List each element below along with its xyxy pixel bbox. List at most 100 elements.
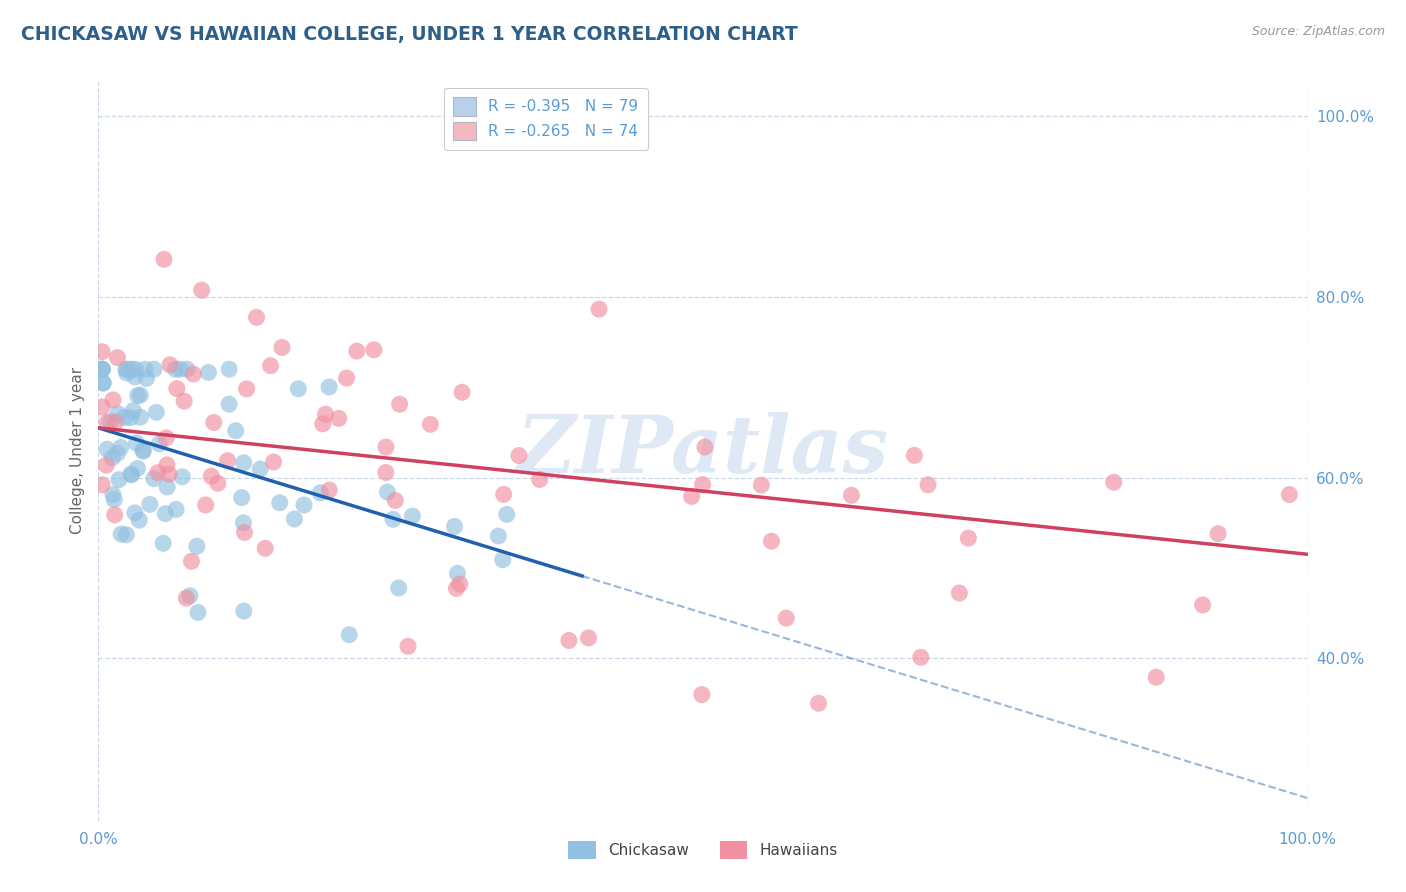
Point (377, 485, 399, 500)
Point (903, 449, 925, 463)
Point (396, 640, 419, 654)
Point (446, 582, 468, 596)
Point (384, 493, 406, 508)
Point (91, 400, 114, 414)
Point (194, 498, 217, 512)
Point (165, 362, 187, 376)
Point (91, 362, 114, 376)
Point (186, 539, 208, 553)
Point (235, 382, 257, 396)
Point (271, 341, 294, 355)
Point (120, 410, 142, 425)
Point (165, 502, 187, 516)
Text: Source: ZipAtlas.com: Source: ZipAtlas.com (1251, 25, 1385, 38)
Legend: Chickasaw, Hawaiians: Chickasaw, Hawaiians (562, 835, 844, 865)
Point (101, 450, 124, 465)
Point (388, 581, 411, 595)
Point (346, 344, 368, 359)
Point (124, 369, 146, 384)
Point (443, 519, 465, 533)
Point (374, 466, 396, 480)
Point (232, 604, 254, 618)
Point (142, 362, 165, 376)
Point (200, 469, 222, 483)
Point (948, 586, 970, 600)
Point (107, 407, 129, 421)
Point (328, 411, 350, 425)
Point (751, 478, 773, 492)
Point (207, 476, 229, 491)
Point (419, 417, 441, 432)
Point (775, 611, 797, 625)
Point (124, 362, 146, 376)
Point (104, 508, 127, 522)
Text: CHICKASAW VS HAWAIIAN COLLEGE, UNDER 1 YEAR CORRELATION CHART: CHICKASAW VS HAWAIIAN COLLEGE, UNDER 1 Y… (21, 25, 797, 44)
Point (107, 351, 129, 365)
Point (382, 512, 405, 526)
Point (1206, 526, 1229, 541)
Point (91, 376, 114, 390)
Point (292, 498, 315, 512)
Point (558, 633, 581, 648)
Point (263, 455, 285, 469)
Point (159, 358, 181, 372)
Point (957, 531, 980, 545)
Point (249, 462, 271, 476)
Point (449, 577, 471, 591)
Point (318, 380, 340, 394)
Point (254, 541, 277, 556)
Point (693, 440, 716, 454)
Point (312, 417, 335, 431)
Point (117, 362, 139, 376)
Point (91, 344, 114, 359)
Point (105, 446, 128, 460)
Point (187, 606, 209, 620)
Point (690, 688, 713, 702)
Point (337, 628, 360, 642)
Point (232, 516, 254, 530)
Point (588, 302, 610, 317)
Point (142, 472, 165, 486)
Point (124, 506, 146, 520)
Point (157, 467, 180, 482)
Point (841, 488, 863, 502)
Point (132, 444, 155, 458)
Point (169, 362, 191, 376)
Point (181, 367, 204, 381)
Point (127, 389, 149, 403)
Point (110, 441, 132, 455)
Point (155, 507, 177, 521)
Point (318, 483, 340, 497)
Point (374, 440, 396, 454)
Point (122, 403, 145, 417)
Point (245, 310, 267, 325)
Point (91, 362, 114, 376)
Point (110, 527, 132, 541)
Point (115, 366, 138, 380)
Point (492, 553, 515, 567)
Point (287, 382, 309, 396)
Point (176, 591, 198, 606)
Point (363, 343, 385, 357)
Point (578, 631, 600, 645)
Point (104, 415, 127, 429)
Point (125, 436, 148, 450)
Point (315, 407, 337, 421)
Point (129, 388, 152, 402)
Point (495, 508, 517, 522)
Text: ZIPatlas: ZIPatlas (517, 412, 889, 489)
Point (225, 424, 247, 438)
Point (134, 362, 156, 376)
Point (910, 650, 932, 665)
Point (692, 477, 714, 491)
Point (103, 492, 125, 507)
Point (101, 392, 124, 407)
Point (446, 566, 468, 581)
Point (114, 410, 136, 425)
Point (508, 449, 530, 463)
Point (108, 473, 131, 487)
Point (173, 394, 195, 409)
Point (218, 362, 240, 376)
Point (101, 488, 124, 502)
Point (233, 525, 256, 540)
